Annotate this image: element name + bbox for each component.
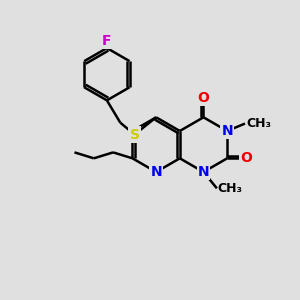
Text: O: O <box>241 151 252 165</box>
Text: N: N <box>221 124 233 138</box>
Text: N: N <box>198 165 209 179</box>
Text: CH₃: CH₃ <box>218 182 243 195</box>
Text: O: O <box>198 91 209 105</box>
Text: S: S <box>130 128 140 142</box>
Text: F: F <box>102 34 112 48</box>
Text: CH₃: CH₃ <box>246 117 271 130</box>
Text: N: N <box>150 165 162 179</box>
Text: S: S <box>130 128 140 142</box>
